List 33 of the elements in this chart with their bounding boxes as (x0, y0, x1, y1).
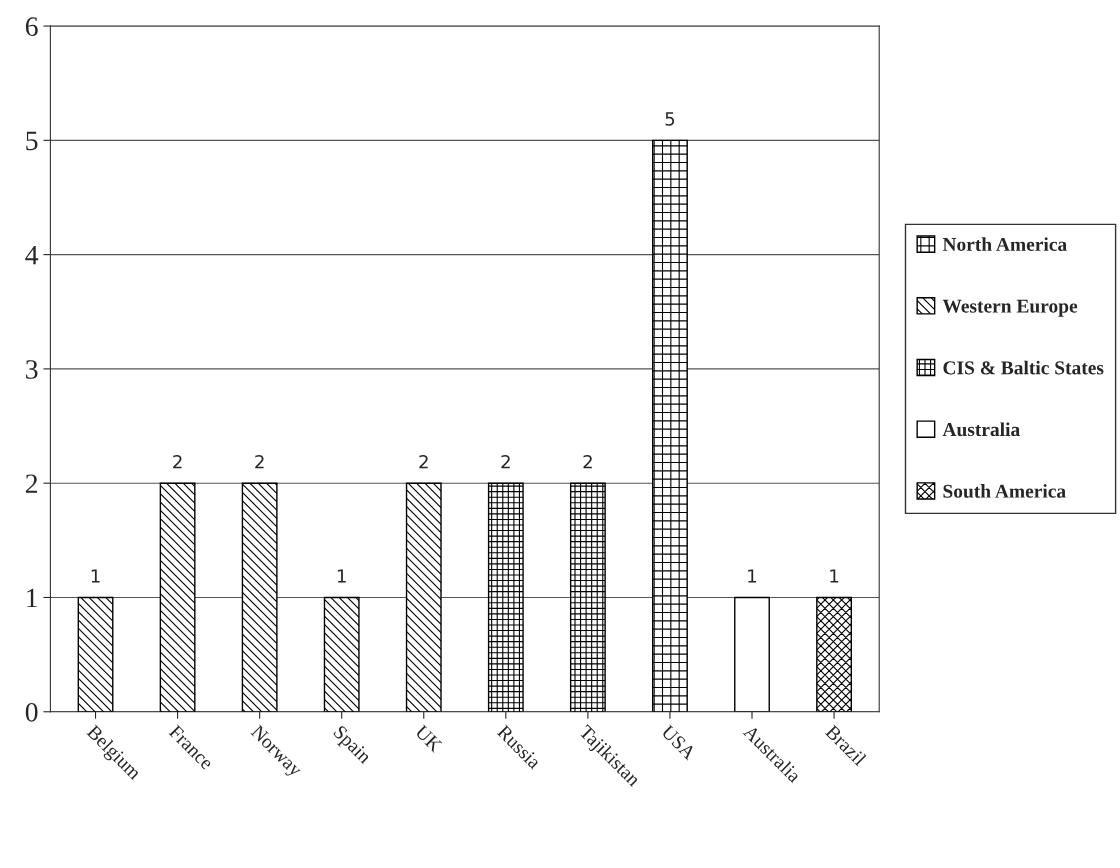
bar (487, 482, 524, 712)
legend-label: South America (943, 484, 1066, 498)
bar (77, 596, 114, 712)
bar (652, 139, 688, 712)
data-label: 5 (665, 112, 675, 126)
y-tick-label: 1 (27, 588, 37, 608)
data-label: 1 (337, 569, 346, 583)
bar (159, 482, 196, 712)
y-tick-label: 4 (25, 245, 39, 265)
data-label: 2 (255, 454, 264, 469)
y-tick-label: 0 (25, 702, 38, 722)
legend-label: Australia (942, 422, 1020, 437)
x-tick-label: UK (414, 724, 443, 753)
bar (323, 596, 360, 712)
data-label: 1 (830, 569, 839, 583)
y-tick-label: 6 (25, 17, 38, 36)
legend-label: CIS & Baltic States (943, 360, 1104, 375)
bar (734, 596, 770, 712)
bar (405, 482, 442, 712)
data-label: 2 (501, 454, 510, 469)
legend-label: Western Europe (942, 299, 1078, 317)
data-label: 1 (91, 569, 100, 583)
bar (569, 482, 606, 712)
legend-label: North America (942, 237, 1067, 252)
bar (816, 596, 852, 712)
bar (241, 482, 278, 712)
data-label: 2 (173, 454, 182, 469)
data-label: 1 (748, 569, 757, 583)
data-label: 2 (583, 454, 592, 469)
y-tick-label: 3 (26, 360, 38, 379)
y-tick-label: 5 (26, 131, 38, 151)
data-label: 2 (419, 454, 428, 469)
y-tick-label: 2 (25, 474, 38, 493)
